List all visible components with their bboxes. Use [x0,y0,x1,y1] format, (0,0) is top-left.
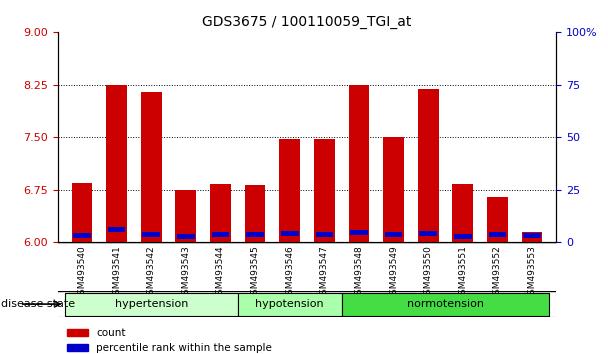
Text: hypotension: hypotension [255,299,324,309]
Bar [316,232,333,236]
Bar [176,190,196,242]
Bar [210,184,231,242]
Bar [279,139,300,242]
FancyBboxPatch shape [64,293,238,315]
Text: GSM493548: GSM493548 [354,245,364,300]
Bar [108,227,125,232]
Text: GSM493546: GSM493546 [285,245,294,300]
Text: GSM493540: GSM493540 [77,245,86,300]
Bar [487,197,508,242]
Text: hypertension: hypertension [114,299,188,309]
Bar [489,232,506,236]
Bar [385,232,402,236]
FancyBboxPatch shape [342,293,550,315]
Text: normotension: normotension [407,299,484,309]
Text: GSM493545: GSM493545 [250,245,260,300]
Bar [177,234,195,239]
Text: GSM493547: GSM493547 [320,245,329,300]
Text: GSM493551: GSM493551 [458,245,468,300]
Bar [106,85,127,242]
Text: GSM493542: GSM493542 [147,245,156,299]
Bar [454,234,472,239]
Bar [72,183,92,242]
Bar [452,184,473,242]
Bar [246,232,264,236]
Bar [142,232,160,236]
Title: GDS3675 / 100110059_TGI_at: GDS3675 / 100110059_TGI_at [202,16,412,29]
Bar [314,139,335,242]
Text: GSM493552: GSM493552 [493,245,502,300]
Bar [348,85,370,242]
Text: disease state: disease state [1,299,75,309]
Bar [420,231,437,236]
Text: GSM493541: GSM493541 [112,245,121,300]
Text: GSM493544: GSM493544 [216,245,225,299]
Bar [212,232,229,237]
Bar [244,185,266,242]
Bar [141,92,162,242]
Legend: count, percentile rank within the sample: count, percentile rank within the sample [63,324,277,354]
Bar [350,230,368,235]
Bar [73,233,91,238]
Text: GSM493549: GSM493549 [389,245,398,300]
Bar [383,137,404,242]
Bar [523,233,541,238]
FancyBboxPatch shape [238,293,342,315]
Bar [418,90,438,242]
Bar [281,231,299,236]
Text: GSM493553: GSM493553 [528,245,537,300]
Bar [522,232,542,242]
Text: GSM493550: GSM493550 [424,245,433,300]
Text: GSM493543: GSM493543 [181,245,190,300]
